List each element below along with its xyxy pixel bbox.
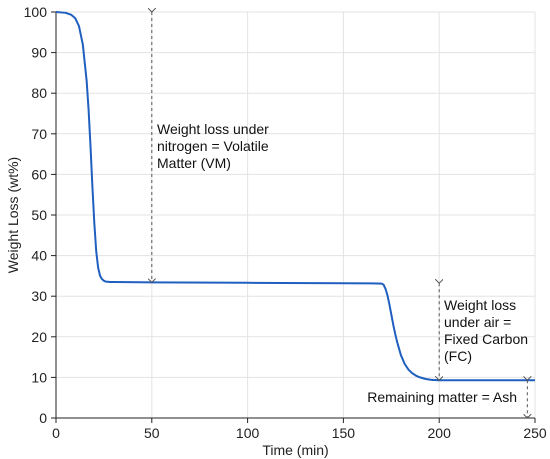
series-layer [55,11,535,382]
series-line [55,11,535,382]
y-tick-label: 30 [31,288,47,304]
x-tick-label: 0 [52,425,60,441]
y-tick-label: 10 [31,369,47,385]
annotation-text-ash: Remaining matter = Ash [367,389,517,405]
y-tick-label: 90 [31,45,47,61]
x-axis-label: Time (min) [262,442,328,458]
x-tick-label: 250 [523,425,547,441]
y-tick-label: 100 [24,4,48,20]
y-tick-label: 60 [31,166,47,182]
annotation-text-vm: Matter (VM) [157,155,231,171]
y-tick-label: 80 [31,85,47,101]
y-tick-label: 20 [31,329,47,345]
y-tick-label: 0 [39,410,47,426]
x-tick-label: 50 [144,425,160,441]
axes [51,11,536,423]
x-tick-label: 100 [236,425,260,441]
y-tick-label: 50 [31,207,47,223]
y-axis-label: Weight Loss (wt%) [5,157,21,273]
y-tick-label: 70 [31,126,47,142]
annotation-text-fc: Weight loss [444,297,516,313]
tick-labels: 0 10 20 30 40 50 60 70 80 90 100 0 50 100 150 200 250 [24,4,547,441]
x-tick-label: 200 [428,425,452,441]
annotation-text-vm: Weight loss under [157,121,269,137]
annotation-text-fc: (FC) [444,348,472,364]
annotation-text-fc: under air = [444,314,511,330]
annotation-text-vm: nitrogen = Volatile [157,138,269,154]
x-tick-label: 150 [332,425,356,441]
annotation-text-fc: Fixed Carbon [444,331,528,347]
y-tick-label: 40 [31,248,47,264]
